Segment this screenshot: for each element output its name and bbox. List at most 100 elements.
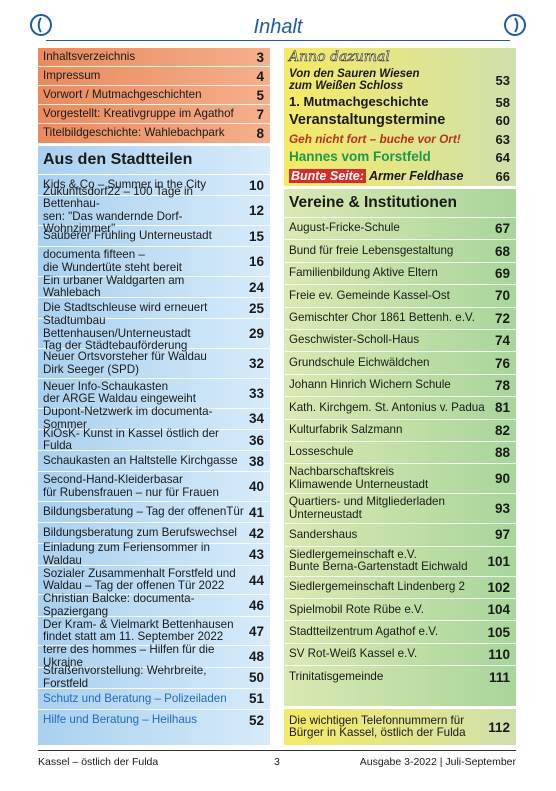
toc-entry[interactable]: Schutz und Beratung – Polizeiladen 51 bbox=[38, 689, 270, 710]
toc-entry[interactable]: Vorgestellt: Kreativgruppe im Agathof 7 bbox=[38, 105, 270, 124]
toc-entry[interactable]: Inhaltsverzeichnis 3 bbox=[38, 48, 270, 67]
section-heading: Aus den Stadtteilen bbox=[38, 146, 270, 175]
entry-title: SV Rot-Weiß Kassel e.V. bbox=[289, 647, 418, 661]
toc-entry[interactable]: Bunte Seite: Armer Feldhase 66 bbox=[284, 166, 516, 186]
bunte-seite-title: Armer Feldhase bbox=[365, 168, 464, 183]
entry-title: Grundschule Eichwäldchen bbox=[289, 355, 430, 369]
toc-entry[interactable]: Titelbildgeschichte: Wahlebachpark 8 bbox=[38, 124, 270, 143]
toc-entry[interactable]: Einladung zum Feriensommer in Waldau 43 bbox=[38, 541, 270, 566]
toc-entry[interactable]: Geh nicht fort – buche vor Ort! 63 bbox=[284, 130, 516, 148]
toc-entry[interactable]: Straßenvorstellung: Wehrbreite, Forstfel… bbox=[38, 664, 270, 690]
toc-entry[interactable]: Sauberer Frühling Unterneustadt 15 bbox=[38, 226, 270, 248]
entry-title: Sandershaus bbox=[289, 527, 358, 541]
entry-title: Kulturfabrik Salzmann bbox=[289, 422, 403, 436]
toc-entry[interactable]: Stadtteilzentrum Agathof e.V. 105 bbox=[284, 621, 516, 644]
entry-page: 53 bbox=[495, 72, 510, 88]
toc-entry[interactable]: Quartiers- und Mitgliederladen Unterneus… bbox=[284, 494, 516, 525]
vereine-box: Vereine & Institutionen August-Fricke-Sc… bbox=[284, 189, 516, 706]
toc-entry[interactable]: Kulturfabrik Salzmann 82 bbox=[284, 420, 516, 442]
entry-page: 48 bbox=[248, 649, 264, 665]
toc-entry[interactable]: Siedlergemeinschaft e.V. Bunte Berna-Gar… bbox=[284, 547, 516, 577]
toc-entry[interactable]: KiOsK- Kunst in Kassel östlich der Fulda… bbox=[38, 427, 270, 452]
toc-entry[interactable]: Sandershaus 97 bbox=[284, 524, 516, 547]
entry-title: Inhaltsverzeichnis bbox=[43, 49, 136, 63]
entry-page: 4 bbox=[256, 68, 264, 84]
entry-title: Losseschule bbox=[289, 445, 354, 459]
entry-title: Straßenvorstellung: Wehrbreite, Forstfel… bbox=[43, 664, 207, 690]
stadtteile-box: Aus den Stadtteilen Kids & Co – Summer i… bbox=[38, 146, 270, 745]
toc-entry[interactable]: documenta fifteen – die Wundertüte steht… bbox=[38, 247, 270, 277]
logo-icon bbox=[30, 14, 52, 36]
entry-page: 40 bbox=[248, 479, 264, 495]
page-footer: Kassel – östlich der Fulda 3 Ausgabe 3-2… bbox=[38, 750, 516, 770]
toc-entry[interactable]: Zukunftsdorf22 – 100 Tage in Bettenhau- … bbox=[38, 185, 270, 235]
toc-entry[interactable]: August-Fricke-Schule 67 bbox=[284, 218, 516, 241]
entry-page: 105 bbox=[487, 624, 510, 640]
toc-entry[interactable]: Veranstaltungstermine 60 bbox=[284, 111, 516, 130]
toc-entry[interactable]: Sozialer Zusammenhalt Forstfeld und Wald… bbox=[38, 566, 270, 596]
entry-page: 46 bbox=[248, 598, 264, 614]
footer-page-number: 3 bbox=[274, 756, 280, 768]
toc-entry[interactable]: Die Stadtschleuse wird erneuert 25 bbox=[38, 298, 270, 320]
entry-title: Quartiers- und Mitgliederladen Unterneus… bbox=[289, 495, 445, 521]
entry-title: Titelbildgeschichte: Wahlebachpark bbox=[43, 126, 225, 140]
toc-entry[interactable]: Christian Balcke: documenta-Spaziergang 4… bbox=[38, 592, 270, 617]
toc-entry[interactable]: Schaukasten an Haltstelle Kirchgasse 38 bbox=[38, 451, 270, 473]
toc-entry[interactable]: Spielmobil Rote Rübe e.V. 104 bbox=[284, 599, 516, 622]
entry-title: documenta fifteen – die Wundertüte steht… bbox=[43, 248, 182, 274]
toc-entry[interactable]: Stadtumbau Bettenhausen/Unterneustadt Ta… bbox=[38, 314, 270, 352]
toc-entry[interactable]: Neuer Info-Schaukasten der ARGE Waldau e… bbox=[38, 379, 270, 409]
toc-entry[interactable]: Kath. Kirchgem. St. Antonius v. Padua 81 bbox=[284, 397, 516, 420]
entry-title: Trinitatisgemeinde bbox=[289, 670, 384, 684]
footer-right: Ausgabe 3-2022 | Juli-September bbox=[359, 756, 516, 768]
toc-entry[interactable]: Kids & Co – Summer in the City 10 bbox=[38, 175, 270, 197]
toc-entry[interactable]: Neuer Ortsvorsteher für Waldau Dirk Seeg… bbox=[38, 349, 270, 379]
entry-page: 64 bbox=[495, 149, 510, 165]
entry-title: Geschwister-Scholl-Haus bbox=[289, 333, 420, 347]
toc-entry[interactable]: Freie ev. Gemeinde Kassel-Ost 70 bbox=[284, 285, 516, 308]
entry-page: 33 bbox=[248, 385, 264, 401]
toc-entry[interactable]: Dupont-Netzwerk im documenta-Sommer 34 bbox=[38, 406, 270, 431]
entry-title: Siedlergemeinschaft e.V. Bunte Berna-Gar… bbox=[289, 547, 468, 574]
entry-title: Hannes vom Forstfeld bbox=[289, 148, 431, 164]
toc-entry[interactable]: Impressum 4 bbox=[38, 67, 270, 86]
toc-entry[interactable]: Second-Hand-Kleiderbasar für Rubensfraue… bbox=[38, 472, 270, 503]
entry-page: 42 bbox=[248, 525, 264, 541]
entry-page: 25 bbox=[248, 300, 264, 316]
footer-left: Kassel – östlich der Fulda bbox=[38, 756, 159, 768]
toc-entry[interactable]: Grundschule Eichwäldchen 76 bbox=[284, 352, 516, 375]
toc-entry[interactable]: Von den Sauren Wiesen zum Weißen Schloss… bbox=[284, 66, 516, 94]
toc-entry[interactable]: Johann Hinrich Wichern Schule 78 bbox=[284, 375, 516, 398]
toc-entry[interactable]: Die wichtigen Telefonnummern für Bürger … bbox=[284, 709, 516, 745]
toc-entry[interactable]: Hannes vom Forstfeld 64 bbox=[284, 148, 516, 166]
toc-entry[interactable]: Trinitatisgemeinde 111 bbox=[284, 666, 516, 688]
toc-entry[interactable]: Bildungsberatung – Tag der offenenTür 41 bbox=[38, 502, 270, 524]
toc-entry[interactable]: Gemischter Chor 1861 Bettenh. e.V. 72 bbox=[284, 308, 516, 330]
toc-entry[interactable]: terre des hommes – Hilfen für die Ukrain… bbox=[38, 643, 270, 668]
entry-page: 93 bbox=[494, 501, 510, 517]
toc-entry[interactable]: 1. Mutmachgeschichte 58 bbox=[284, 94, 516, 111]
toc-entry[interactable]: Siedlergemeinschaft Lindenberg 2 102 bbox=[284, 577, 516, 600]
toc-entry[interactable]: Bund für freie Lebensgestaltung 68 bbox=[284, 240, 516, 263]
entry-title: Sauberer Frühling Unterneustadt bbox=[43, 228, 212, 242]
toc-entry[interactable]: Familienbildung Aktive Eltern 69 bbox=[284, 263, 516, 286]
anno-dazumal-heading: Anno dazumal bbox=[289, 49, 390, 66]
entry-page: 16 bbox=[248, 254, 264, 270]
entry-page: 5 bbox=[256, 87, 264, 103]
toc-entry[interactable]: Bildungsberatung zum Berufswechsel 42 bbox=[38, 523, 270, 545]
entry-page: 29 bbox=[248, 326, 264, 342]
toc-entry[interactable]: SV Rot-Weiß Kassel e.V. 110 bbox=[284, 644, 516, 667]
toc-entry[interactable]: Ein urbaner Waldgarten am Wahlebach 24 bbox=[38, 274, 270, 299]
toc-entry[interactable]: Der Kram- & Vielmarkt Bettenhausen finde… bbox=[38, 617, 270, 647]
toc-entry[interactable]: Hilfe und Beratung – Heilhaus 52 bbox=[38, 710, 270, 731]
toc-entry[interactable]: Vorwort / Mutmachgeschichten 5 bbox=[38, 86, 270, 105]
entry-title: Spielmobil Rote Rübe e.V. bbox=[289, 602, 424, 616]
toc-entry[interactable]: Geschwister-Scholl-Haus 74 bbox=[284, 330, 516, 353]
entry-title: Von den Sauren Wiesen zum Weißen Schloss bbox=[289, 67, 420, 93]
entry-title: Bildungsberatung zum Berufswechsel bbox=[43, 526, 237, 540]
page-title: Inhalt bbox=[253, 16, 303, 38]
logo-icon bbox=[504, 14, 526, 36]
entry-title: Nachbarschaftskreis Klimawende Unterneus… bbox=[289, 465, 429, 491]
toc-entry[interactable]: Nachbarschaftskreis Klimawende Unterneus… bbox=[284, 464, 516, 495]
toc-entry[interactable]: Losseschule 88 bbox=[284, 442, 516, 465]
